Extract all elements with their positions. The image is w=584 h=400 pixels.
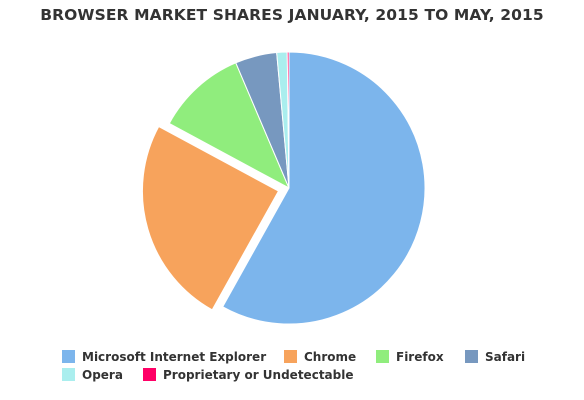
legend-item-safari[interactable]: Safari <box>465 348 525 366</box>
pie-slice-firefox[interactable] <box>168 62 290 189</box>
legend-swatch-proprietary <box>143 368 156 381</box>
pie-slice-microsoft-internet-explorer[interactable] <box>222 51 426 325</box>
legend-swatch-safari <box>465 350 478 363</box>
legend-item-proprietary[interactable]: Proprietary or Undetectable <box>143 366 354 384</box>
pie-chart <box>141 51 426 325</box>
legend-swatch-opera <box>62 368 75 381</box>
chart-title: BROWSER MARKET SHARES JANUARY, 2015 TO M… <box>40 6 544 24</box>
pie-slice-proprietary-or-undetectable[interactable] <box>286 51 290 189</box>
legend-swatch-chrome <box>284 350 297 363</box>
legend-item-opera[interactable]: Opera <box>62 366 123 384</box>
legend-label-opera: Opera <box>82 368 123 382</box>
legend-item-chrome[interactable]: Chrome <box>284 348 356 366</box>
legend-label-proprietary: Proprietary or Undetectable <box>163 368 354 382</box>
legend-row-2: Opera Proprietary or Undetectable <box>0 366 584 384</box>
legend-label-safari: Safari <box>485 350 526 364</box>
pie-slice-chrome[interactable] <box>141 126 279 311</box>
legend-label-firefox: Firefox <box>396 350 444 364</box>
legend-label-chrome: Chrome <box>304 350 357 364</box>
legend: Microsoft Internet Explorer Chrome Firef… <box>0 348 584 384</box>
legend-label-internet-explorer: Microsoft Internet Explorer <box>82 350 267 364</box>
legend-item-firefox[interactable]: Firefox <box>376 348 444 366</box>
legend-swatch-firefox <box>376 350 389 363</box>
legend-item-internet-explorer[interactable]: Microsoft Internet Explorer <box>62 348 266 366</box>
legend-row-1: Microsoft Internet Explorer Chrome Firef… <box>0 348 584 366</box>
legend-swatch-internet-explorer <box>62 350 75 363</box>
